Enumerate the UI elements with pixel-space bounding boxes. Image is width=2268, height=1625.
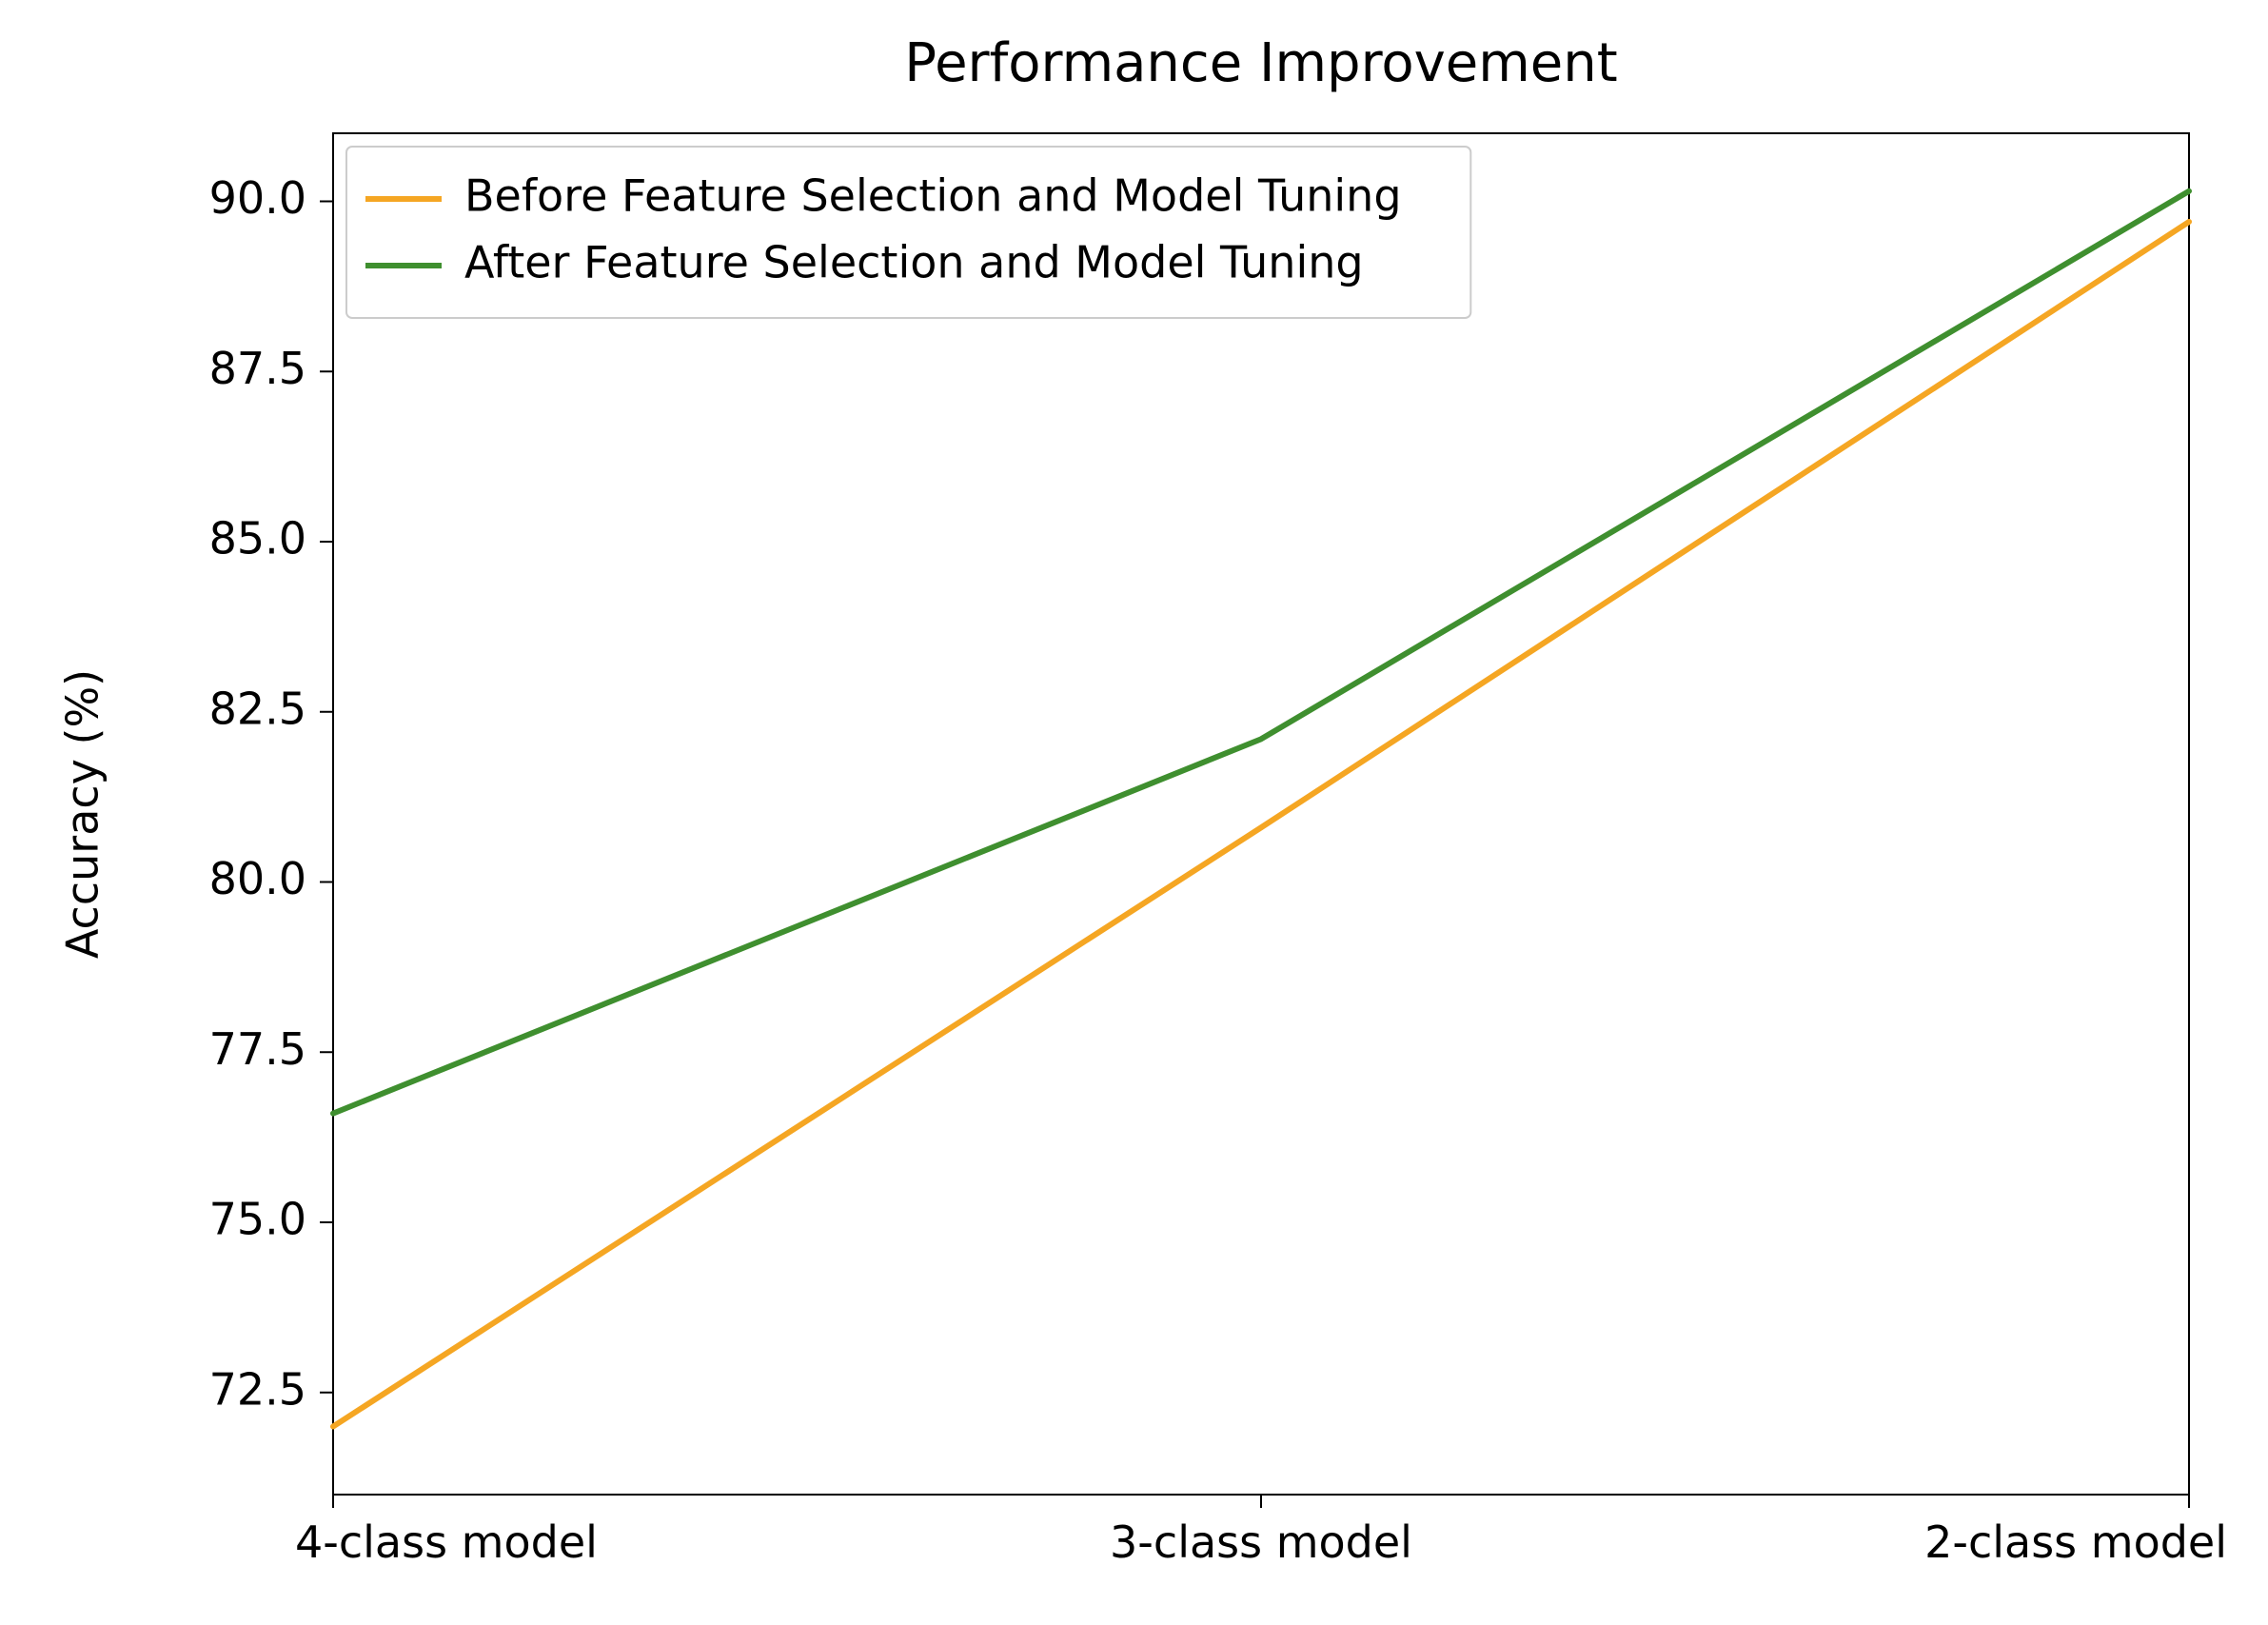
- legend-label-0: Before Feature Selection and Model Tunin…: [464, 170, 1402, 222]
- x-tick-label: 3-class model: [1110, 1516, 1412, 1568]
- y-tick-label: 87.5: [209, 343, 306, 394]
- legend: Before Feature Selection and Model Tunin…: [346, 147, 1470, 318]
- x-tick-label: 4-class model: [295, 1516, 598, 1568]
- legend-label-1: After Feature Selection and Model Tuning: [464, 237, 1364, 288]
- performance-chart: 72.5 75.0 77.5 80.0 82.5 85.0 87.5 90.0 4-class …: [0, 0, 2268, 1625]
- y-tick-label: 77.5: [209, 1023, 306, 1075]
- y-tick-label: 72.5: [209, 1363, 306, 1415]
- y-tick-label: 80.0: [209, 853, 306, 904]
- x-tick-label: 2-class model: [1924, 1516, 2227, 1568]
- y-tick-label: 75.0: [209, 1194, 306, 1245]
- plot-border: [333, 133, 2189, 1495]
- y-tick-label: 85.0: [209, 513, 306, 565]
- y-tick-label: 82.5: [209, 683, 306, 734]
- chart-container: 72.5 75.0 77.5 80.0 82.5 85.0 87.5 90.0 4-class …: [0, 0, 2268, 1625]
- y-tick-label: 90.0: [209, 172, 306, 224]
- chart-title: Performance Improvement: [904, 32, 1617, 94]
- y-axis-label: Accuracy (%): [57, 669, 108, 959]
